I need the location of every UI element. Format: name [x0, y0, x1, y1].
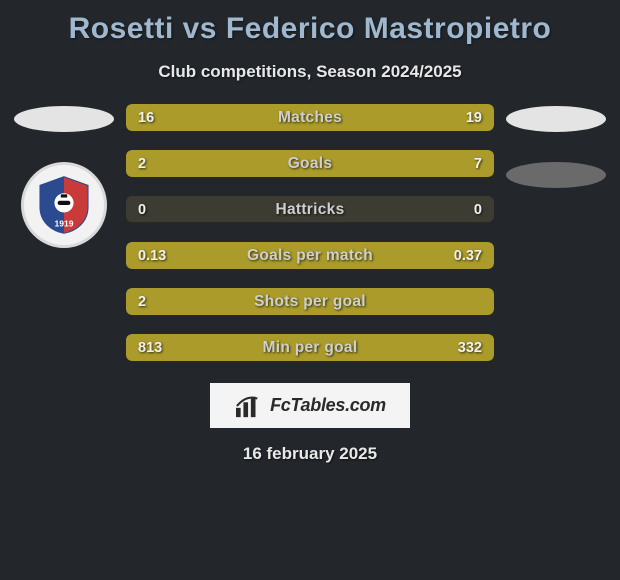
left-side: 1919 — [8, 104, 120, 361]
stat-label: Hattricks — [126, 196, 494, 223]
stat-label: Goals — [126, 150, 494, 177]
stat-row: 00Hattricks — [126, 196, 494, 223]
player-right-ellipse-1 — [506, 106, 606, 132]
page-subtitle: Club competitions, Season 2024/2025 — [0, 62, 620, 82]
brand-bars-icon — [234, 393, 264, 419]
right-side — [500, 104, 612, 361]
club-crest-icon: 1919 — [32, 173, 96, 237]
brand-text: FcTables.com — [270, 395, 386, 416]
stat-label: Shots per goal — [126, 288, 494, 315]
player-right-ellipse-2 — [506, 162, 606, 188]
stat-row: 1619Matches — [126, 104, 494, 131]
stat-label: Min per goal — [126, 334, 494, 361]
stat-row: 813332Min per goal — [126, 334, 494, 361]
stat-row: 27Goals — [126, 150, 494, 177]
comparison-panel: 1919 1619Matches 27Goals 00Hattricks 0.130.… — [0, 104, 620, 361]
stat-row: 0.130.37Goals per match — [126, 242, 494, 269]
stat-label: Matches — [126, 104, 494, 131]
stat-row: 2Shots per goal — [126, 288, 494, 315]
svg-text:1919: 1919 — [55, 218, 74, 228]
club-badge-left: 1919 — [21, 162, 107, 248]
stat-label: Goals per match — [126, 242, 494, 269]
page-title: Rosetti vs Federico Mastropietro — [0, 0, 620, 46]
brand-badge: FcTables.com — [210, 383, 410, 428]
date-text: 16 february 2025 — [0, 444, 620, 464]
player-left-ellipse — [14, 106, 114, 132]
stat-rows: 1619Matches 27Goals 00Hattricks 0.130.37Goa… — [120, 104, 500, 361]
